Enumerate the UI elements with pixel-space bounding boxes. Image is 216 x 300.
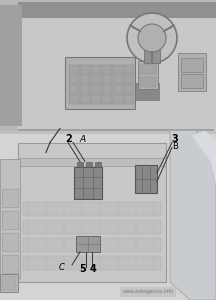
Bar <box>181 74 203 88</box>
Bar <box>91 94 101 103</box>
Bar <box>91 85 101 94</box>
Bar <box>74 167 102 199</box>
Bar <box>124 64 134 74</box>
Text: 3: 3 <box>172 134 178 143</box>
Bar <box>113 64 123 74</box>
Bar <box>144 38 160 63</box>
Bar <box>18 142 166 282</box>
Bar <box>80 94 90 103</box>
Bar <box>113 94 123 103</box>
Polygon shape <box>192 130 216 185</box>
Bar <box>18 128 214 133</box>
Bar <box>102 94 112 103</box>
Circle shape <box>138 24 166 52</box>
Text: B: B <box>172 142 178 151</box>
Text: 4: 4 <box>90 264 96 274</box>
Bar <box>76 236 100 252</box>
Text: 5: 5 <box>80 264 86 274</box>
Bar <box>100 82 160 100</box>
Bar <box>18 158 166 166</box>
Bar <box>2 233 18 251</box>
Bar <box>140 76 156 86</box>
Bar <box>23 202 161 216</box>
Text: www.autogenius.info: www.autogenius.info <box>122 290 174 295</box>
Bar <box>23 220 161 234</box>
Bar <box>0 5 22 125</box>
Bar <box>0 274 18 292</box>
Bar <box>0 0 216 130</box>
Bar <box>80 74 90 83</box>
Bar <box>23 256 161 270</box>
Bar <box>181 58 203 71</box>
Bar <box>2 255 18 273</box>
Circle shape <box>127 13 177 63</box>
Bar <box>178 52 206 91</box>
Bar <box>102 85 112 94</box>
Text: C: C <box>59 262 65 272</box>
Bar <box>23 238 161 252</box>
Bar <box>69 94 79 103</box>
Bar <box>0 130 216 134</box>
Bar <box>140 64 156 74</box>
Bar <box>0 130 216 300</box>
Bar <box>124 85 134 94</box>
Bar <box>113 85 123 94</box>
Bar <box>0 158 20 278</box>
Text: 2: 2 <box>66 134 72 143</box>
Bar <box>95 161 101 166</box>
Bar <box>80 64 90 74</box>
Bar <box>2 189 18 207</box>
Bar <box>18 8 216 130</box>
Bar <box>2 276 16 290</box>
Bar <box>77 161 83 166</box>
Bar <box>69 85 79 94</box>
Bar <box>102 74 112 83</box>
Bar <box>135 164 157 193</box>
Bar <box>69 74 79 83</box>
Bar <box>124 94 134 103</box>
Text: A: A <box>80 135 86 144</box>
Bar <box>113 74 123 83</box>
Polygon shape <box>170 130 216 300</box>
Bar <box>138 61 158 88</box>
Bar <box>18 2 216 18</box>
Bar <box>65 56 135 109</box>
Bar <box>80 85 90 94</box>
Bar <box>91 74 101 83</box>
Bar <box>2 211 18 229</box>
Bar <box>69 64 79 74</box>
Bar <box>86 161 92 166</box>
Bar <box>124 74 134 83</box>
Bar <box>102 64 112 74</box>
Bar <box>91 64 101 74</box>
